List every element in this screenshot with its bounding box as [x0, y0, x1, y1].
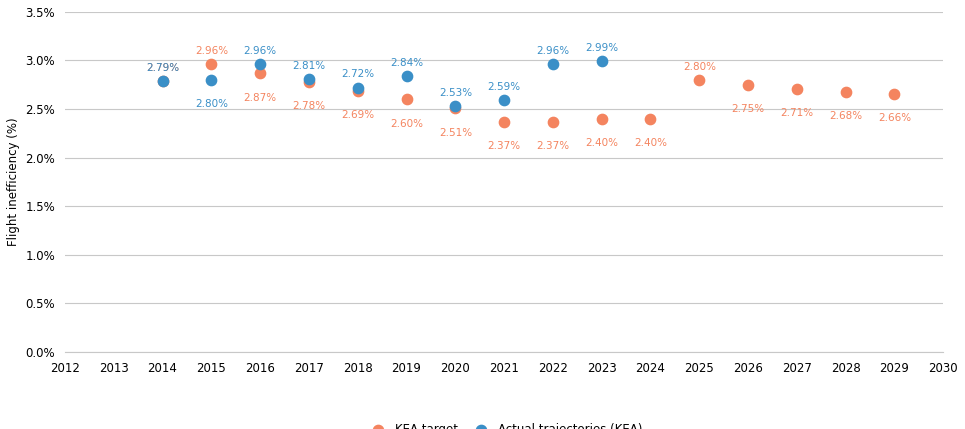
Text: 2.87%: 2.87%: [243, 93, 277, 103]
KEA target: [740, 82, 756, 88]
KEA target: [154, 78, 170, 85]
Text: 2.81%: 2.81%: [292, 60, 325, 71]
Legend: KEA target, Actual trajectories (KEA): KEA target, Actual trajectories (KEA): [362, 419, 647, 429]
KEA target: [253, 69, 268, 76]
Text: 2.71%: 2.71%: [781, 108, 813, 118]
Actual trajectories (KEA): [301, 76, 317, 82]
Text: 2.51%: 2.51%: [439, 127, 472, 138]
Y-axis label: Flight inefficiency (%): Flight inefficiency (%): [7, 118, 20, 246]
KEA target: [643, 115, 658, 122]
Text: 2.37%: 2.37%: [487, 141, 521, 151]
Actual trajectories (KEA): [204, 76, 219, 83]
KEA target: [887, 90, 902, 97]
Text: 2.68%: 2.68%: [829, 111, 862, 121]
KEA target: [496, 118, 511, 125]
KEA target: [789, 85, 805, 92]
Actual trajectories (KEA): [253, 61, 268, 68]
Text: 2.37%: 2.37%: [537, 141, 569, 151]
Text: 2.75%: 2.75%: [731, 104, 764, 114]
Text: 2.96%: 2.96%: [537, 46, 569, 56]
KEA target: [838, 88, 853, 95]
Text: 2.40%: 2.40%: [634, 138, 667, 148]
Text: 2.69%: 2.69%: [342, 110, 374, 120]
Text: 2.79%: 2.79%: [146, 63, 179, 73]
Text: 2.72%: 2.72%: [342, 69, 374, 79]
KEA target: [692, 76, 707, 83]
Actual trajectories (KEA): [594, 58, 610, 65]
KEA target: [350, 87, 366, 94]
Actual trajectories (KEA): [399, 73, 414, 79]
Text: 2.40%: 2.40%: [585, 138, 619, 148]
Actual trajectories (KEA): [350, 84, 366, 91]
Text: 2.60%: 2.60%: [390, 119, 423, 129]
Text: 2.96%: 2.96%: [195, 46, 228, 56]
Text: 2.99%: 2.99%: [585, 43, 619, 53]
Text: 2.53%: 2.53%: [439, 88, 472, 98]
KEA target: [301, 79, 317, 85]
Actual trajectories (KEA): [496, 97, 511, 104]
Text: 2.79%: 2.79%: [146, 63, 179, 73]
Text: 2.59%: 2.59%: [487, 82, 521, 92]
Text: 2.78%: 2.78%: [292, 101, 325, 111]
KEA target: [448, 105, 463, 112]
KEA target: [594, 115, 610, 122]
Text: 2.66%: 2.66%: [878, 113, 911, 123]
Text: 2.80%: 2.80%: [683, 62, 716, 72]
Actual trajectories (KEA): [545, 61, 561, 68]
KEA target: [399, 96, 414, 103]
Text: 2.96%: 2.96%: [243, 46, 277, 56]
KEA target: [545, 118, 561, 125]
Text: 2.80%: 2.80%: [195, 100, 228, 109]
Actual trajectories (KEA): [448, 103, 463, 109]
Text: 2.84%: 2.84%: [390, 57, 423, 68]
KEA target: [204, 61, 219, 68]
Actual trajectories (KEA): [154, 78, 170, 85]
